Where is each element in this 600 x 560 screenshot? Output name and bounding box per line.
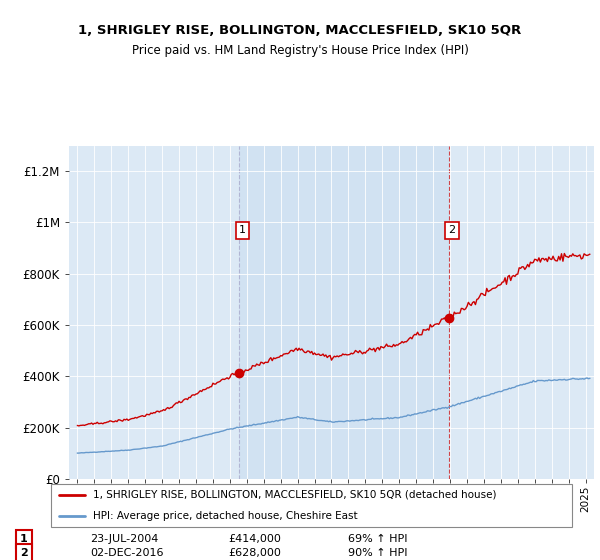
Text: 1: 1: [239, 225, 246, 235]
Text: 1: 1: [20, 534, 28, 544]
FancyBboxPatch shape: [50, 484, 572, 527]
Text: 90% ↑ HPI: 90% ↑ HPI: [348, 548, 407, 558]
Text: 2: 2: [449, 225, 455, 235]
Text: 23-JUL-2004: 23-JUL-2004: [90, 534, 158, 544]
Text: 69% ↑ HPI: 69% ↑ HPI: [348, 534, 407, 544]
Text: £628,000: £628,000: [228, 548, 281, 558]
Text: 1, SHRIGLEY RISE, BOLLINGTON, MACCLESFIELD, SK10 5QR (detached house): 1, SHRIGLEY RISE, BOLLINGTON, MACCLESFIE…: [93, 490, 496, 500]
Text: Price paid vs. HM Land Registry's House Price Index (HPI): Price paid vs. HM Land Registry's House …: [131, 44, 469, 57]
Text: HPI: Average price, detached house, Cheshire East: HPI: Average price, detached house, Ches…: [93, 511, 358, 521]
Text: 1, SHRIGLEY RISE, BOLLINGTON, MACCLESFIELD, SK10 5QR: 1, SHRIGLEY RISE, BOLLINGTON, MACCLESFIE…: [79, 24, 521, 38]
Text: 02-DEC-2016: 02-DEC-2016: [90, 548, 163, 558]
Bar: [239, 146, 449, 479]
Text: £414,000: £414,000: [228, 534, 281, 544]
Text: 2: 2: [20, 548, 28, 558]
